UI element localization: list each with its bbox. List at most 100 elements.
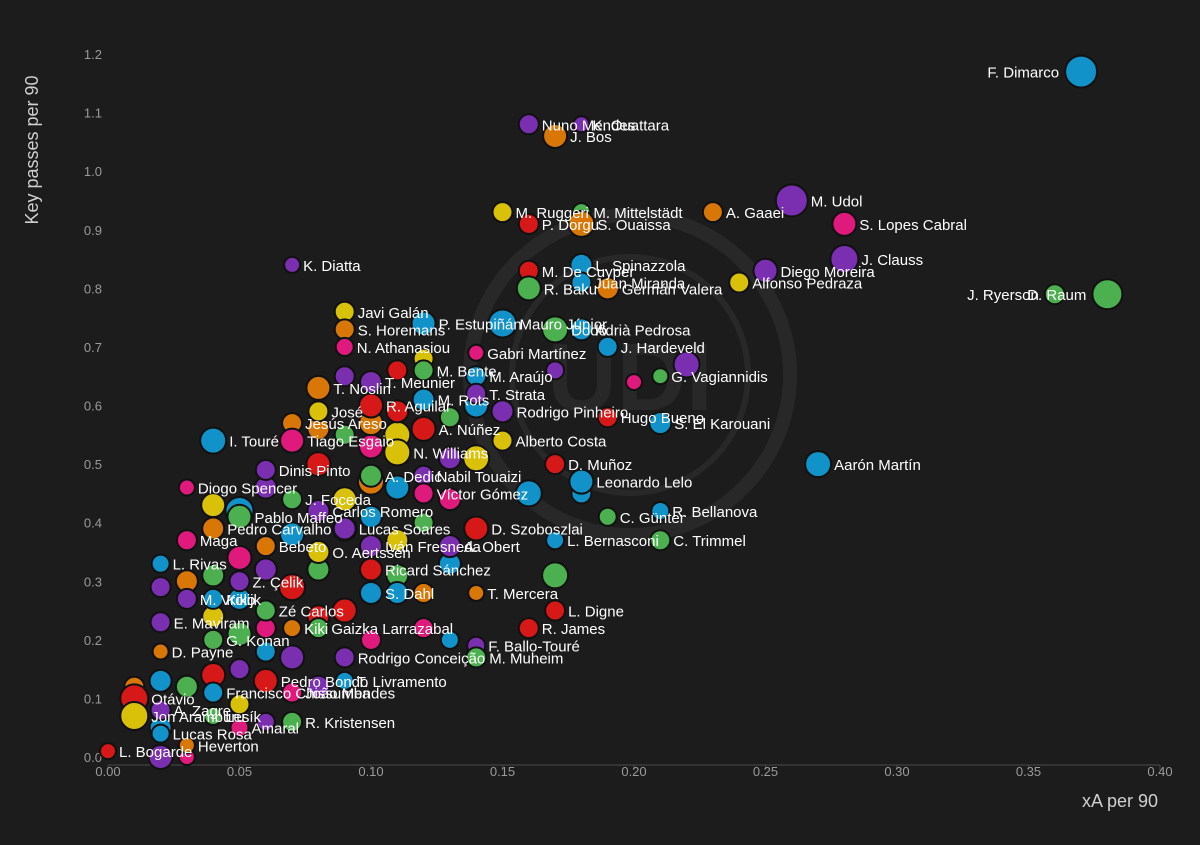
point-label: Gaizka Larrazabal (331, 621, 453, 638)
point-label: F. Ballo-Touré (488, 639, 580, 656)
scatter-point (254, 599, 277, 622)
point-label: C. Günter (620, 510, 685, 527)
scatter-point (281, 488, 304, 511)
scatter-point (462, 444, 491, 473)
y-tick-label: 1.0 (84, 164, 102, 179)
point-label: Lucas Soares (359, 522, 451, 539)
scatter-point (438, 406, 461, 429)
point-label: N. Williams (413, 445, 488, 462)
point-label: D. Payne (172, 645, 234, 662)
point-label: M. De Cuyper (542, 264, 635, 281)
point-label: O. Aertssen (332, 545, 410, 562)
point-label: Rodrigo Pinheiro (517, 404, 629, 421)
scatter-point (331, 486, 358, 513)
point-label: Javi Galán (358, 305, 429, 322)
scatter-point (728, 271, 751, 294)
scatter-point (149, 576, 172, 599)
x-tick-label: 0.25 (753, 764, 778, 779)
scatter-point (359, 463, 383, 488)
scatter-point (331, 597, 358, 624)
point-label: Otávio (151, 691, 194, 708)
y-tick-label: 1.1 (84, 106, 102, 121)
point-label: T. Noslin (333, 381, 391, 398)
point-label: M. Rots (438, 393, 490, 410)
scatter-point (517, 617, 540, 640)
scatter-point (151, 642, 170, 661)
scatter-point (177, 478, 196, 497)
scatter-point (568, 468, 595, 495)
scatter-point (149, 699, 172, 722)
scatter-point (544, 599, 567, 622)
scatter-point (545, 530, 566, 551)
scatter-point (541, 315, 570, 344)
scatter-point (228, 658, 251, 681)
scatter-point (254, 535, 277, 558)
point-label: Alberto Costa (516, 434, 608, 451)
scatter-point (487, 308, 518, 339)
scatter-point (229, 717, 250, 738)
point-label: Diego Moreira (781, 264, 876, 281)
point-label: P. Dorgu (542, 217, 599, 234)
y-axis-title: Key passes per 90 (22, 75, 42, 224)
scatter-point (150, 723, 171, 744)
point-label: N. Athanasiou (357, 340, 450, 357)
point-label: M. Ruggeri (516, 205, 589, 222)
scatter-point (467, 343, 486, 362)
scatter-point (595, 276, 620, 301)
scatter-point (148, 668, 173, 693)
point-label: M. Mittelstädt (593, 205, 683, 222)
point-label: Nabil Touaizi (437, 469, 522, 486)
scatter-point (333, 423, 356, 446)
scatter-point (491, 201, 514, 224)
scatter-point (228, 570, 251, 593)
point-label: R. Baku (544, 281, 597, 298)
scatter-point (279, 427, 306, 454)
scatter-point (672, 350, 701, 379)
scatter-point (150, 553, 171, 574)
point-label: Dodô (571, 322, 607, 339)
point-label: L. Rivas (173, 557, 227, 574)
point-label: M. Udol (811, 193, 863, 210)
scatter-point (829, 244, 860, 275)
scatter-point (252, 667, 279, 694)
scatter-point (541, 561, 570, 590)
point-label: T. Mercera (487, 586, 559, 603)
scatter-point (175, 587, 198, 610)
scatter-point (279, 521, 306, 548)
scatter-point (306, 539, 331, 564)
scatter-point (384, 474, 411, 501)
point-label: Dinis Pinto (279, 463, 351, 480)
point-label: Bebeto (279, 539, 327, 556)
point-label: Pablo Maffeo (255, 510, 343, 527)
scatter-point (648, 411, 673, 436)
point-label: S. Ouaissa (597, 217, 671, 234)
scatter-point (254, 458, 277, 481)
point-label: G. Vagiannidis (671, 369, 767, 386)
scatter-point (463, 515, 490, 542)
point-label: L. Bogarde (119, 744, 192, 761)
scatter-point (283, 255, 302, 274)
scatter-point (650, 500, 671, 521)
point-label: M. Muheim (489, 650, 563, 667)
scatter-point (544, 453, 567, 476)
scatter-point (1064, 54, 1099, 89)
point-label: L. Bernasconi (567, 533, 659, 550)
scatter-point (467, 583, 486, 602)
point-label: Rodrigo Conceição (358, 650, 486, 667)
scatter-point (517, 212, 540, 235)
point-label: Ricard Sánchez (385, 563, 491, 580)
point-label: D. Muñoz (568, 457, 632, 474)
scatter-point (412, 359, 435, 382)
y-tick-label: 0.7 (84, 340, 102, 355)
point-label: Tiago Esgaio (307, 434, 394, 451)
point-label: R. Kristensen (305, 715, 395, 732)
scatter-point (174, 674, 199, 699)
scatter-point (253, 557, 278, 582)
point-label: Diogo Spencer (198, 481, 297, 498)
scatter-point (254, 640, 277, 663)
point-label: Jesús Areso (305, 416, 387, 433)
point-label: A. Gaaei (726, 205, 784, 222)
point-label: K. Diatta (303, 258, 361, 275)
scatter-point (307, 617, 330, 640)
